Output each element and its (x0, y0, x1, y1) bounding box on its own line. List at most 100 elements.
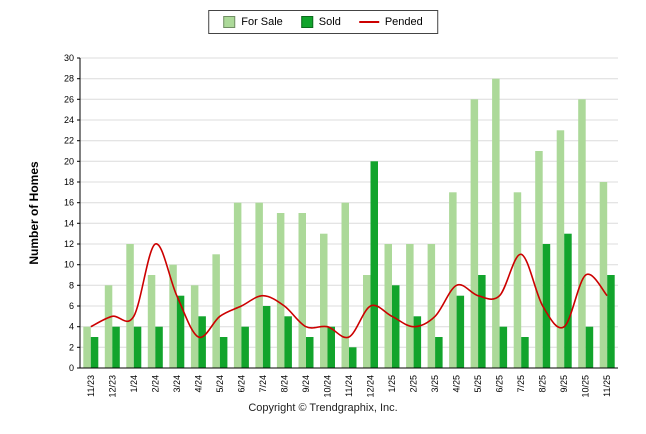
x-tick-label: 4/25 (452, 375, 462, 393)
bar-sold (155, 326, 163, 368)
bar-for-sale (83, 326, 91, 368)
bar-for-sale (341, 202, 349, 368)
bar-sold (90, 337, 99, 368)
y-tick-label: 28 (64, 74, 74, 84)
bar-for-sale (298, 213, 306, 368)
bar-sold (521, 337, 529, 368)
y-tick-label: 8 (69, 280, 74, 290)
bar-for-sale (104, 285, 113, 368)
y-tick-label: 18 (64, 177, 74, 187)
bar-for-sale (384, 244, 392, 368)
x-tick-label: 12/23 (107, 375, 117, 398)
bar-for-sale (556, 130, 565, 368)
bar-sold (413, 316, 422, 368)
y-tick-label: 14 (64, 218, 74, 228)
sold-swatch-icon (300, 16, 313, 28)
x-tick-label: 4/24 (193, 375, 203, 393)
y-tick-label: 6 (69, 301, 74, 311)
bar-sold (198, 316, 206, 368)
x-tick-label: 5/25 (473, 375, 483, 393)
y-tick-label: 24 (64, 115, 74, 125)
bar-for-sale (320, 233, 328, 368)
x-tick-label: 6/24 (236, 375, 246, 393)
y-tick-label: 12 (64, 239, 74, 249)
x-tick-label: 10/24 (323, 375, 333, 398)
bar-sold (607, 275, 615, 368)
legend-item-pended: Pended (358, 16, 423, 28)
bar-for-sale (147, 275, 156, 368)
bar-sold (284, 316, 292, 368)
y-tick-label: 22 (64, 136, 74, 146)
bar-for-sale (599, 182, 608, 368)
bar-sold (370, 161, 378, 368)
y-tick-label: 0 (69, 363, 74, 373)
bar-sold (435, 337, 443, 368)
x-tick-label: 3/24 (172, 375, 182, 393)
bar-for-sale (126, 244, 134, 368)
legend-label-for-sale: For Sale (241, 16, 283, 28)
bar-sold (112, 326, 120, 368)
bar-sold (176, 295, 185, 368)
bar-for-sale (513, 192, 522, 368)
x-tick-label: 5/24 (215, 375, 225, 393)
y-tick-label: 30 (64, 53, 74, 63)
bar-for-sale (212, 254, 220, 368)
legend-label-pended: Pended (384, 16, 423, 28)
x-tick-label: 11/25 (602, 375, 612, 397)
copyright-text: Copyright © Trendgraphix, Inc. (248, 402, 398, 414)
bar-sold (478, 275, 486, 368)
x-tick-label: 6/25 (495, 375, 505, 393)
bar-sold (499, 326, 508, 368)
x-tick-label: 8/24 (279, 375, 289, 393)
bar-for-sale (276, 213, 285, 368)
x-tick-label: 10/25 (581, 375, 591, 398)
y-tick-label: 2 (69, 342, 74, 352)
bar-sold (585, 326, 594, 368)
x-tick-label: 11/23 (86, 375, 96, 397)
y-tick-label: 4 (69, 322, 74, 332)
bar-sold (219, 337, 228, 368)
bar-sold (542, 244, 551, 368)
bar-sold (241, 326, 249, 368)
bar-sold (349, 347, 357, 368)
bar-sold (456, 295, 465, 368)
x-tick-label: 1/25 (387, 375, 397, 393)
for-sale-swatch-icon (223, 16, 236, 28)
bar-for-sale (169, 264, 177, 368)
bar-for-sale (492, 78, 500, 368)
x-tick-label: 12/24 (366, 375, 376, 398)
bar-for-sale (255, 202, 263, 368)
y-tick-label: 16 (64, 198, 74, 208)
x-tick-label: 7/25 (516, 375, 526, 393)
bar-for-sale (190, 285, 199, 368)
bar-for-sale (233, 202, 242, 368)
x-tick-label: 7/24 (258, 375, 268, 393)
bar-for-sale (470, 99, 479, 369)
x-tick-label: 8/25 (538, 375, 548, 393)
y-tick-label: 20 (64, 156, 74, 166)
x-tick-label: 2/24 (150, 375, 160, 393)
bar-sold (327, 326, 335, 368)
bar-for-sale (427, 244, 436, 368)
bar-sold (564, 233, 572, 368)
bar-for-sale (535, 151, 543, 368)
pended-line-swatch-icon (358, 21, 379, 23)
pended-line (90, 243, 608, 339)
bar-sold (306, 337, 314, 368)
bar-for-sale (363, 275, 371, 368)
bar-sold (262, 306, 271, 368)
legend-item-for-sale: For Sale (223, 16, 283, 28)
legend-item-sold: Sold (300, 16, 341, 28)
x-tick-label: 1/24 (129, 375, 139, 393)
x-tick-label: 9/24 (301, 375, 311, 393)
x-tick-label: 2/25 (409, 375, 419, 393)
legend-label-sold: Sold (318, 16, 341, 28)
bar-for-sale (578, 99, 586, 369)
y-tick-label: 10 (64, 260, 74, 270)
y-tick-label: 26 (64, 94, 74, 104)
bar-for-sale (406, 244, 414, 368)
x-tick-label: 3/25 (430, 375, 440, 393)
bar-for-sale (449, 192, 457, 368)
